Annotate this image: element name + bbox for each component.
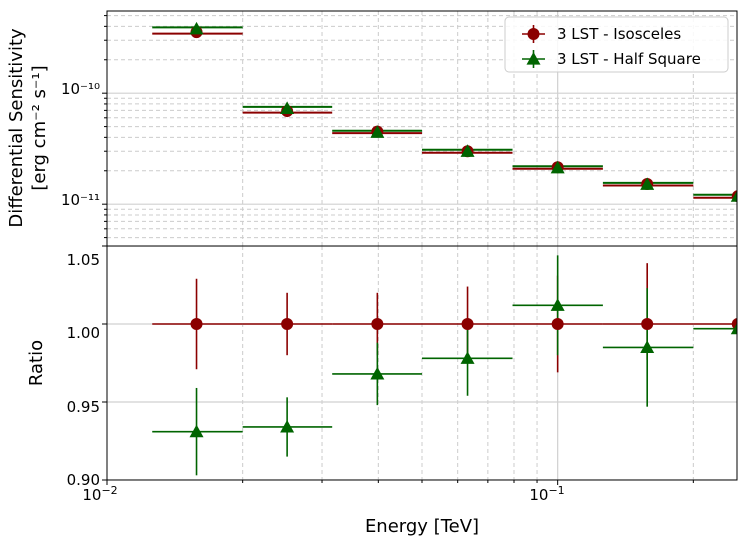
- top-point-half-square-6: [730, 190, 737, 202]
- bottom-ytick-label-105: 1.05: [67, 251, 100, 269]
- legend-half-square-triangle: [526, 52, 541, 65]
- top-point-half-square-4: [550, 160, 565, 174]
- legend-frame: [504, 16, 729, 73]
- xtick-label-1e-2-base: 10: [82, 486, 101, 504]
- bottom-point-isosceles-2: [371, 318, 384, 330]
- legend: 3 LST - Isosceles 3 LST - Half Square: [504, 16, 729, 73]
- top-point-half-square-0: [189, 21, 204, 35]
- legend-marker-isosceles: [522, 25, 545, 43]
- bottom-point-isosceles-6: [731, 318, 737, 330]
- legend-label-half-square: 3 LST - Half Square: [557, 50, 701, 68]
- bottom-point-isosceles-4: [551, 318, 564, 330]
- xtick-label-1e-1-base: 10: [529, 486, 548, 504]
- bottom-ytick-label-095: 0.95: [67, 398, 100, 416]
- bottom-point-half-square-0: [189, 424, 204, 438]
- bottom-point-half-square-3: [460, 351, 475, 364]
- bottom-point-half-square-6: [730, 323, 737, 335]
- top-y-axis-title-line1: Differential Sensitivity: [6, 28, 27, 228]
- top-point-half-square-3: [460, 144, 475, 157]
- bottom-grid: [107, 246, 737, 480]
- xtick-label-1e-2: 10−2: [82, 484, 117, 504]
- bottom-point-isosceles-5: [641, 318, 654, 330]
- bottom-point-isosceles-0: [190, 318, 203, 330]
- bottom-ytick-label-100: 1.00: [67, 324, 100, 342]
- x-axis-title: Energy [TeV]: [365, 516, 479, 537]
- bottom-point-half-square-5: [640, 340, 655, 353]
- top-point-half-square-1: [280, 101, 295, 114]
- bottom-point-isosceles-1: [281, 318, 294, 330]
- top-panel-marks: [152, 21, 737, 203]
- top-grid: [107, 11, 737, 246]
- top-point-half-square-5: [640, 177, 655, 190]
- legend-label-isosceles: 3 LST - Isosceles: [557, 25, 681, 43]
- bottom-point-half-square-4: [550, 298, 565, 311]
- bottom-ytick-label-090: 0.90: [67, 471, 100, 489]
- bottom-y-axis-title: Ratio: [26, 340, 47, 386]
- top-point-half-square-2: [370, 125, 385, 138]
- bottom-point-half-square-1: [280, 419, 295, 433]
- top-ytick-label-1e-11: 10⁻¹¹: [61, 191, 100, 209]
- bottom-point-half-square-2: [370, 366, 385, 380]
- legend-isosceles-dot: [527, 28, 540, 40]
- xtick-label-1e-2-exp: −2: [101, 484, 117, 497]
- bottom-panel-marks: [152, 250, 737, 476]
- top-y-axis-title-line2: [erg cm⁻² s⁻¹]: [29, 65, 50, 190]
- legend-marker-half-square: [522, 50, 545, 68]
- xtick-label-1e-1-exp: −1: [548, 484, 564, 497]
- top-ytick-label-1e-10: 10⁻¹⁰: [61, 80, 100, 98]
- bottom-point-isosceles-3: [461, 318, 474, 330]
- xtick-label-1e-1: 10−1: [529, 484, 564, 504]
- axis-ticks: [102, 15, 694, 485]
